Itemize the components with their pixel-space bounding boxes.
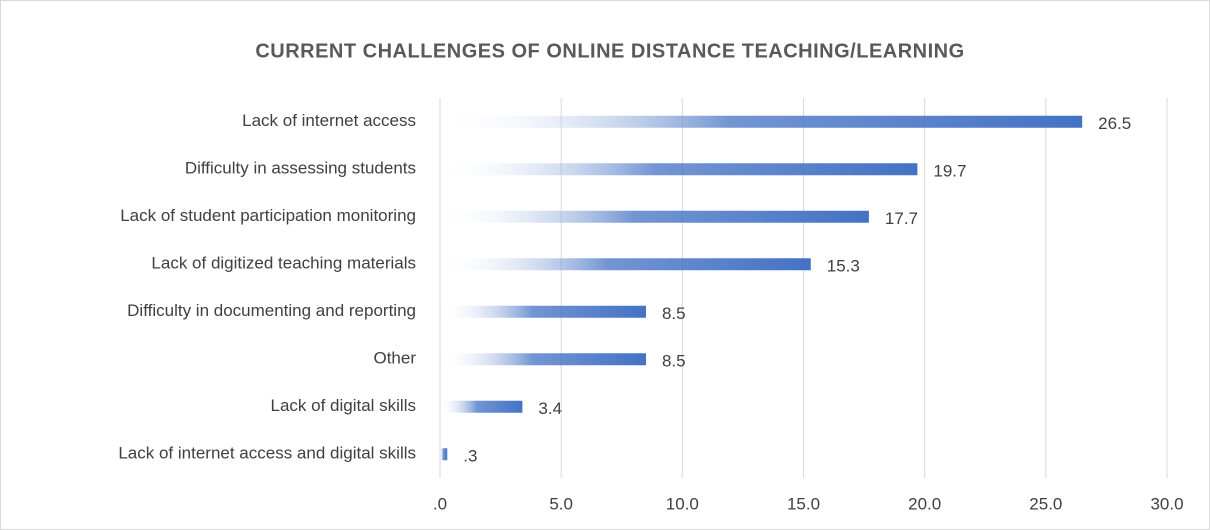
bar	[440, 210, 869, 223]
data-label: 19.7	[933, 162, 966, 181]
bar	[440, 258, 811, 271]
y-tick-label: Lack of internet access	[242, 111, 416, 130]
y-tick-label: Lack of digital skills	[270, 396, 416, 415]
data-label: 17.7	[885, 209, 918, 228]
y-tick-label: Lack of student participation monitoring	[120, 206, 416, 225]
bar	[440, 353, 646, 366]
x-tick-label: 5.0	[549, 494, 573, 513]
y-tick-label: Lack of digitized teaching materials	[151, 254, 416, 273]
y-tick-label: Difficulty in assessing students	[185, 159, 416, 178]
data-label: 3.4	[538, 399, 562, 418]
bar	[440, 163, 918, 176]
x-tick-label: 20.0	[908, 494, 941, 513]
y-tick-label: Other	[373, 349, 416, 368]
data-label: 15.3	[827, 257, 860, 276]
y-tick-label: Lack of internet access and digital skil…	[118, 444, 416, 463]
x-tick-label: .0	[433, 494, 447, 513]
data-label: 8.5	[662, 352, 686, 371]
data-label: 26.5	[1098, 114, 1131, 133]
data-label: .3	[463, 447, 477, 466]
bar	[440, 400, 523, 413]
y-tick-label: Difficulty in documenting and reporting	[127, 301, 416, 320]
bar	[440, 115, 1083, 128]
bar	[440, 448, 448, 461]
x-tick-label: 10.0	[666, 494, 699, 513]
data-label: 8.5	[662, 304, 686, 323]
chart-title: CURRENT CHALLENGES OF ONLINE DISTANCE TE…	[255, 40, 964, 62]
bar	[440, 305, 646, 318]
x-tick-label: 30.0	[1150, 494, 1183, 513]
x-tick-label: 15.0	[787, 494, 820, 513]
x-tick-label: 25.0	[1029, 494, 1062, 513]
